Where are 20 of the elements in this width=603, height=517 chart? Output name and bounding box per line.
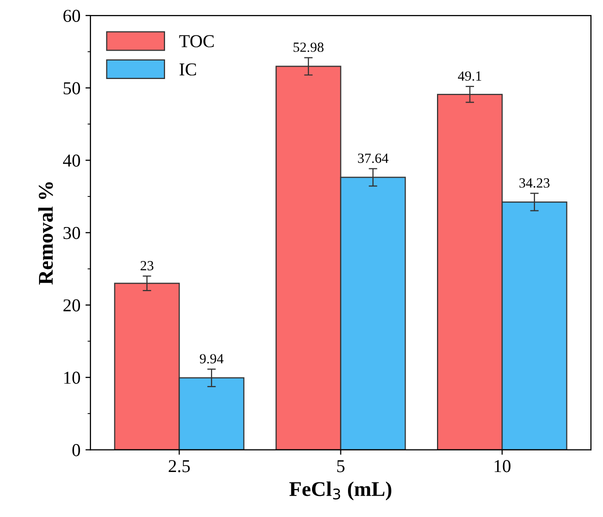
data-label: 52.98	[294, 42, 324, 52]
y-tick-label: 40	[63, 154, 80, 167]
legend-label: IC	[180, 63, 196, 76]
x-tick-label: 5	[337, 460, 345, 472]
data-label: 23	[140, 261, 154, 270]
y-axis-title: Removal %	[38, 182, 53, 285]
data-label: 34.23	[519, 178, 550, 188]
x-tick-label: 2.5	[168, 460, 190, 472]
data-label: 49.1	[458, 71, 482, 81]
legend-label: TOC	[179, 35, 214, 48]
y-tick-label: 20	[63, 299, 80, 312]
x-axis-title: FeCl$_{3}$ (mL)	[289, 481, 392, 500]
data-label: 9.94	[200, 354, 224, 364]
data-label: 37.64	[358, 154, 388, 164]
y-tick-label: 60	[63, 10, 80, 22]
y-tick-label: 10	[64, 372, 80, 384]
y-tick-label: 50	[64, 82, 80, 94]
x-tick-label: 10	[494, 460, 510, 472]
y-tick-label: 0	[72, 444, 80, 456]
y-tick-label: 30	[64, 226, 80, 240]
